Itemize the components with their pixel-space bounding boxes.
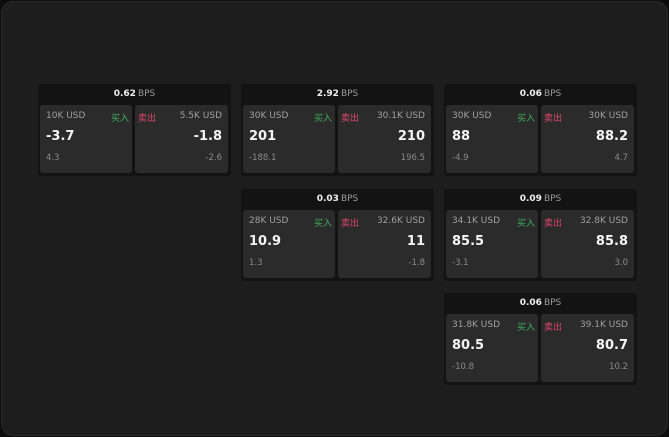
sell-change: 3.0	[614, 258, 628, 268]
sell-change: -1.8	[408, 258, 425, 268]
buy-size: 30K USD	[452, 111, 492, 121]
sell-panel[interactable]: 32.6K USD 卖出 11 -1.8	[338, 210, 431, 278]
sell-label: 卖出	[544, 219, 563, 229]
sell-size: 39.1K USD	[579, 320, 628, 330]
buy-panel[interactable]: 34.1K USD 买入 85.5 -3.1	[446, 210, 538, 278]
sell-price: 80.7	[595, 338, 628, 353]
buy-price: -3.7	[46, 129, 75, 144]
spread-header: 2.92 BPS	[241, 84, 434, 105]
spread-value: 0.06	[519, 89, 542, 99]
spread-header: 0.09 BPS	[444, 189, 637, 210]
buy-panel[interactable]: 30K USD 买入 201 -188.1	[243, 105, 335, 173]
spread-value: 0.03	[316, 194, 339, 204]
sell-size: 32.6K USD	[376, 216, 425, 226]
buy-change: 4.3	[46, 153, 60, 163]
sell-price: -1.8	[193, 129, 222, 144]
spread-value: 0.62	[113, 89, 136, 99]
sell-panel[interactable]: 30.1K USD 卖出 210 196.5	[338, 105, 431, 173]
sell-change: 196.5	[400, 153, 425, 163]
quote-card: 2.92 BPS 30K USD 买入 201 -188.1 30.1K USD …	[241, 84, 434, 176]
spread-unit: BPS	[340, 194, 359, 204]
buy-size: 30K USD	[249, 111, 289, 121]
buy-change: -3.1	[452, 258, 469, 268]
buy-panel[interactable]: 30K USD 买入 88 -4.9	[446, 105, 538, 173]
sell-panel[interactable]: 30K USD 卖出 88.2 4.7	[541, 105, 634, 173]
spread-header: 0.06 BPS	[444, 293, 637, 314]
buy-label: 买入	[313, 114, 332, 124]
quote-card: 0.09 BPS 34.1K USD 买入 85.5 -3.1 32.8K USD…	[444, 189, 637, 281]
spread-header: 0.62 BPS	[38, 84, 231, 105]
sell-panel[interactable]: 32.8K USD 卖出 85.8 3.0	[541, 210, 634, 278]
buy-label: 买入	[110, 114, 129, 124]
sell-label: 卖出	[138, 114, 157, 124]
sell-label: 卖出	[341, 114, 360, 124]
sell-label: 卖出	[544, 323, 563, 333]
sell-change: 10.2	[609, 362, 628, 372]
sell-change: 4.7	[614, 153, 628, 163]
buy-panel[interactable]: 31.8K USD 买入 80.5 -10.8	[446, 314, 538, 382]
buy-price: 80.5	[452, 338, 485, 353]
spread-unit: BPS	[543, 194, 562, 204]
spread-unit: BPS	[543, 298, 562, 308]
sell-size: 5.5K USD	[179, 111, 222, 121]
buy-price: 88	[452, 129, 471, 144]
buy-size: 10K USD	[46, 111, 86, 121]
spread-value: 0.09	[519, 194, 542, 204]
sell-panel[interactable]: 39.1K USD 卖出 80.7 10.2	[541, 314, 634, 382]
sell-size: 30K USD	[588, 111, 628, 121]
spread-header: 0.03 BPS	[241, 189, 434, 210]
sell-price: 85.8	[595, 234, 628, 249]
spread-value: 2.92	[316, 89, 339, 99]
sell-price: 88.2	[595, 129, 628, 144]
sell-size: 32.8K USD	[579, 216, 628, 226]
sell-size: 30.1K USD	[376, 111, 425, 121]
buy-change: -188.1	[249, 153, 277, 163]
sell-label: 卖出	[341, 219, 360, 229]
buy-size: 34.1K USD	[452, 216, 501, 226]
sell-label: 卖出	[544, 114, 563, 124]
quote-card: 0.06 BPS 30K USD 买入 88 -4.9 30K USD 卖出 88…	[444, 84, 637, 176]
buy-size: 31.8K USD	[452, 320, 501, 330]
spread-unit: BPS	[543, 89, 562, 99]
quote-card: 0.03 BPS 28K USD 买入 10.9 1.3 32.6K USD 卖出…	[241, 189, 434, 281]
sell-panel[interactable]: 5.5K USD 卖出 -1.8 -2.6	[135, 105, 228, 173]
buy-change: -10.8	[452, 362, 474, 372]
spread-value: 0.06	[519, 298, 542, 308]
buy-label: 买入	[516, 219, 535, 229]
quote-card: 0.62 BPS 10K USD 买入 -3.7 4.3 5.5K USD 卖出 …	[38, 84, 231, 176]
buy-change: 1.3	[249, 258, 263, 268]
buy-size: 28K USD	[249, 216, 289, 226]
buy-panel[interactable]: 28K USD 买入 10.9 1.3	[243, 210, 335, 278]
sell-change: -2.6	[205, 153, 222, 163]
spread-header: 0.06 BPS	[444, 84, 637, 105]
buy-label: 买入	[313, 219, 332, 229]
quote-card: 0.06 BPS 31.8K USD 买入 80.5 -10.8 39.1K US…	[444, 293, 637, 385]
sell-price: 210	[397, 129, 425, 144]
buy-label: 买入	[516, 114, 535, 124]
buy-price: 10.9	[249, 234, 282, 249]
buy-label: 买入	[516, 323, 535, 333]
buy-panel[interactable]: 10K USD 买入 -3.7 4.3	[40, 105, 132, 173]
sell-price: 11	[406, 234, 425, 249]
buy-change: -4.9	[452, 153, 469, 163]
spread-unit: BPS	[340, 89, 359, 99]
buy-price: 201	[249, 129, 277, 144]
spread-unit: BPS	[137, 89, 156, 99]
buy-price: 85.5	[452, 234, 485, 249]
